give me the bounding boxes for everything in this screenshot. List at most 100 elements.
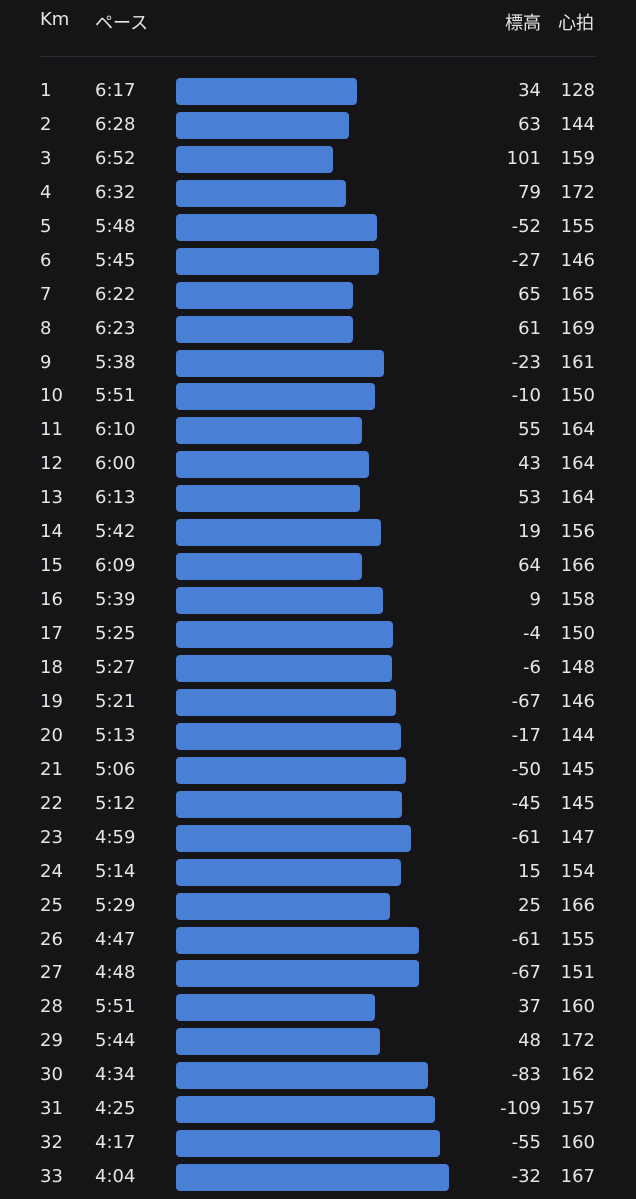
split-elevation: -23 (511, 351, 541, 373)
split-km: 11 (40, 419, 63, 441)
split-heart-rate: 172 (560, 1030, 595, 1052)
split-pace: 4:48 (95, 962, 136, 984)
split-km: 31 (40, 1098, 63, 1120)
split-km: 3 (40, 147, 52, 169)
split-row: 3 6:52 101 159 (0, 142, 636, 176)
split-km: 5 (40, 215, 52, 237)
split-elevation: -50 (511, 758, 541, 780)
split-heart-rate: 155 (560, 928, 595, 950)
split-km: 13 (40, 487, 63, 509)
split-pace: 5:38 (95, 351, 136, 373)
split-km: 9 (40, 351, 52, 373)
split-km: 14 (40, 521, 63, 543)
split-row: 15 6:09 64 166 (0, 549, 636, 583)
split-km: 21 (40, 758, 63, 780)
split-pace: 6:28 (95, 113, 136, 135)
split-row: 32 4:17 -55 160 (0, 1126, 636, 1160)
split-heart-rate: 150 (560, 385, 595, 407)
split-row: 22 5:12 -45 145 (0, 787, 636, 821)
header-heart-rate: 心拍 (558, 13, 594, 34)
split-km: 28 (40, 996, 63, 1018)
split-row: 30 4:34 -83 162 (0, 1058, 636, 1092)
split-heart-rate: 169 (560, 317, 595, 339)
split-heart-rate: 161 (560, 351, 595, 373)
split-row: 33 4:04 -32 167 (0, 1160, 636, 1194)
split-pace: 4:47 (95, 928, 136, 950)
split-elevation: 64 (518, 555, 541, 577)
pace-bar (176, 960, 419, 988)
pace-bar (176, 179, 347, 207)
split-pace: 4:17 (95, 1132, 136, 1154)
split-elevation: 101 (506, 147, 541, 169)
split-row: 27 4:48 -67 151 (0, 956, 636, 990)
split-km: 20 (40, 724, 63, 746)
split-pace: 6:32 (95, 181, 136, 203)
split-elevation: -17 (511, 724, 541, 746)
split-km: 6 (40, 249, 52, 271)
split-heart-rate: 166 (560, 555, 595, 577)
split-pace: 5:29 (95, 894, 136, 916)
split-elevation: -45 (511, 792, 541, 814)
split-elevation: 25 (518, 894, 541, 916)
pace-bar (176, 926, 420, 954)
split-pace: 6:23 (95, 317, 136, 339)
split-row: 9 5:38 -23 161 (0, 346, 636, 380)
split-heart-rate: 158 (560, 589, 595, 611)
split-row: 5 5:48 -52 155 (0, 210, 636, 244)
split-row: 14 5:42 19 156 (0, 515, 636, 549)
split-pace: 6:10 (95, 419, 136, 441)
split-pace: 5:51 (95, 385, 136, 407)
split-row: 1 6:17 34 128 (0, 74, 636, 108)
pace-bar (176, 994, 375, 1022)
split-row: 31 4:25 -109 157 (0, 1092, 636, 1126)
table-header: Km ペース 標高 心拍 (0, 0, 636, 57)
split-heart-rate: 147 (560, 826, 595, 848)
split-elevation: 37 (518, 996, 541, 1018)
pace-bar (176, 519, 382, 547)
split-elevation: -27 (511, 249, 541, 271)
split-row: 16 5:39 9 158 (0, 583, 636, 617)
pace-bar (176, 315, 353, 343)
split-km: 22 (40, 792, 63, 814)
pace-bar (176, 485, 360, 513)
split-heart-rate: 156 (560, 521, 595, 543)
split-row: 11 6:10 55 164 (0, 413, 636, 447)
header-divider (40, 56, 595, 57)
pace-bar (176, 587, 384, 615)
split-km: 17 (40, 623, 63, 645)
pace-bar (176, 78, 357, 105)
split-elevation: -61 (511, 928, 541, 950)
split-km: 7 (40, 283, 52, 305)
pace-bar (176, 1062, 429, 1090)
pace-bar (176, 1164, 450, 1192)
split-row: 12 6:00 43 164 (0, 447, 636, 481)
split-heart-rate: 160 (560, 1132, 595, 1154)
split-pace: 5:48 (95, 215, 136, 237)
split-km: 24 (40, 860, 63, 882)
split-heart-rate: 148 (560, 656, 595, 678)
split-km: 32 (40, 1132, 63, 1154)
split-heart-rate: 167 (560, 1166, 595, 1188)
split-elevation: 65 (518, 283, 541, 305)
split-km: 12 (40, 453, 63, 475)
header-km: Km (40, 9, 70, 30)
split-heart-rate: 157 (560, 1098, 595, 1120)
pace-bar (176, 145, 333, 173)
pace-bar (176, 349, 384, 377)
split-km: 2 (40, 113, 52, 135)
split-heart-rate: 154 (560, 860, 595, 882)
split-elevation: 34 (518, 80, 541, 101)
split-heart-rate: 144 (560, 113, 595, 135)
split-elevation: -52 (511, 215, 541, 237)
split-elevation: 79 (518, 181, 541, 203)
split-km: 16 (40, 589, 63, 611)
pace-bar (176, 1028, 380, 1056)
split-row: 4 6:32 79 172 (0, 176, 636, 210)
split-row: 19 5:21 -67 146 (0, 685, 636, 719)
split-row: 2 6:28 63 144 (0, 108, 636, 142)
split-elevation: 43 (518, 453, 541, 475)
pace-bar (176, 213, 377, 241)
split-elevation: 19 (518, 521, 541, 543)
split-km: 25 (40, 894, 63, 916)
